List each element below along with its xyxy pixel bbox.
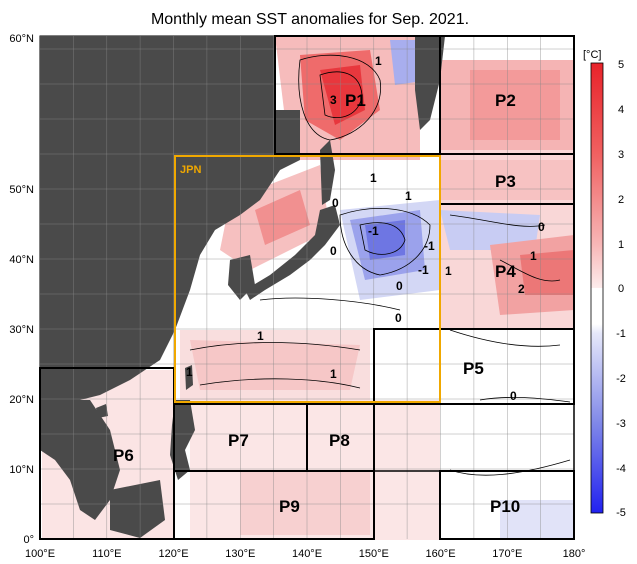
philippines: [170, 400, 195, 480]
taiwan: [185, 365, 193, 390]
contour-label: 1: [186, 365, 193, 379]
contour-lines: [189, 54, 571, 476]
colorbar-tick: 4: [618, 104, 624, 116]
contour-label: 0: [330, 244, 337, 258]
colorbar-tick: -3: [616, 418, 626, 430]
region-labels: P1 P2 P3 P4 P5 P6 P7 P8 P9 P10: [113, 91, 520, 516]
colorbar-tick: 1: [618, 239, 624, 251]
lon-axis: 100°E 110°E 120°E 130°E 140°E 150°E 160°…: [25, 548, 585, 560]
lon-tick: 110°E: [92, 548, 121, 560]
region-label-p8: P8: [329, 431, 350, 450]
contour-label: 1: [530, 249, 537, 263]
region-label-p3: P3: [495, 172, 516, 191]
region-label-p4: P4: [495, 262, 516, 281]
colorbar-tick: 3: [618, 149, 624, 161]
region-label-p2: P2: [495, 91, 516, 110]
contour-label: 0: [332, 196, 339, 210]
region-box-open-ocean: [373, 403, 575, 472]
lon-tick: 160°E: [425, 548, 455, 560]
contour-label: 1: [257, 329, 264, 343]
korea: [228, 255, 255, 300]
colorbar-tick: -4: [616, 463, 626, 475]
contour-label: 0: [510, 389, 517, 403]
lon-tick: 100°E: [25, 548, 55, 560]
contour-label: -1: [424, 239, 435, 253]
kamchatka: [415, 36, 445, 130]
borneo: [110, 480, 165, 538]
region-label-p10: P10: [490, 497, 520, 516]
jpn-box: [174, 155, 441, 403]
colorbar: [°C] 5 4 3 2 1 0 -1 -2 -3 -4 -5: [583, 49, 626, 519]
contour-label: 1: [375, 54, 382, 68]
lon-tick: 120°E: [158, 548, 188, 560]
japan: [245, 205, 340, 300]
region-label-p9: P9: [279, 497, 300, 516]
lat-tick: 50°N: [9, 184, 34, 196]
lon-tick: 180°: [563, 548, 586, 560]
hainan: [96, 404, 108, 418]
lat-axis: 0° 10°N 20°N 30°N 40°N 50°N 60°N: [9, 33, 34, 546]
lat-tick: 20°N: [9, 394, 34, 406]
contour-label: 0: [538, 220, 545, 234]
colorbar-tick: 5: [618, 59, 624, 71]
region-box-p9: [173, 470, 375, 540]
contour-label: 1: [330, 367, 337, 381]
lon-tick: 130°E: [225, 548, 255, 560]
colorbar-scale: [590, 62, 604, 514]
contour-label: -1: [418, 263, 429, 277]
asia-mainland: [40, 36, 300, 400]
contour-label: 1: [405, 189, 412, 203]
map-area: JPN P1 P2 P3 P4 P5 P6 P7 P8 P9 P10 3 1 1…: [39, 35, 575, 540]
region-label-p7: P7: [228, 431, 249, 450]
lon-tick: 170°E: [492, 548, 522, 560]
contour-value-labels: 3 1 1 1 0 -1 -1 -1 0 1 1 2 0 0 1 1 1 0 0: [186, 54, 545, 403]
lat-tick: 10°N: [9, 464, 34, 476]
lon-tick: 150°E: [359, 548, 389, 560]
colorbar-tick: 2: [618, 194, 624, 206]
lat-tick: 30°N: [9, 324, 34, 336]
colorbar-tick: -5: [616, 507, 626, 519]
region-label-p5: P5: [463, 359, 484, 378]
colorbar-tick: -2: [616, 373, 626, 385]
lon-tick: 140°E: [292, 548, 322, 560]
contour-label: 1: [370, 171, 377, 185]
lat-tick: 0°: [23, 534, 34, 546]
contour-label: 0: [396, 279, 403, 293]
region-label-p1: P1: [345, 91, 366, 110]
region-label-p6: P6: [113, 446, 134, 465]
contour-label: 3: [330, 93, 337, 107]
colorbar-unit: [°C]: [583, 49, 601, 61]
contour-label: 2: [518, 282, 525, 296]
jpn-label: JPN: [180, 164, 201, 176]
lat-tick: 40°N: [9, 254, 34, 266]
map-title: Monthly mean SST anomalies for Sep. 2021…: [151, 11, 469, 28]
lat-tick: 60°N: [9, 33, 34, 45]
contour-label: 0: [395, 311, 402, 325]
colorbar-tick: 0: [618, 283, 624, 295]
land-masses: [40, 36, 445, 538]
contour-label: -1: [368, 224, 379, 238]
contour-label: 1: [445, 264, 452, 278]
indochina: [40, 400, 120, 520]
colorbar-tick: -1: [616, 328, 626, 340]
